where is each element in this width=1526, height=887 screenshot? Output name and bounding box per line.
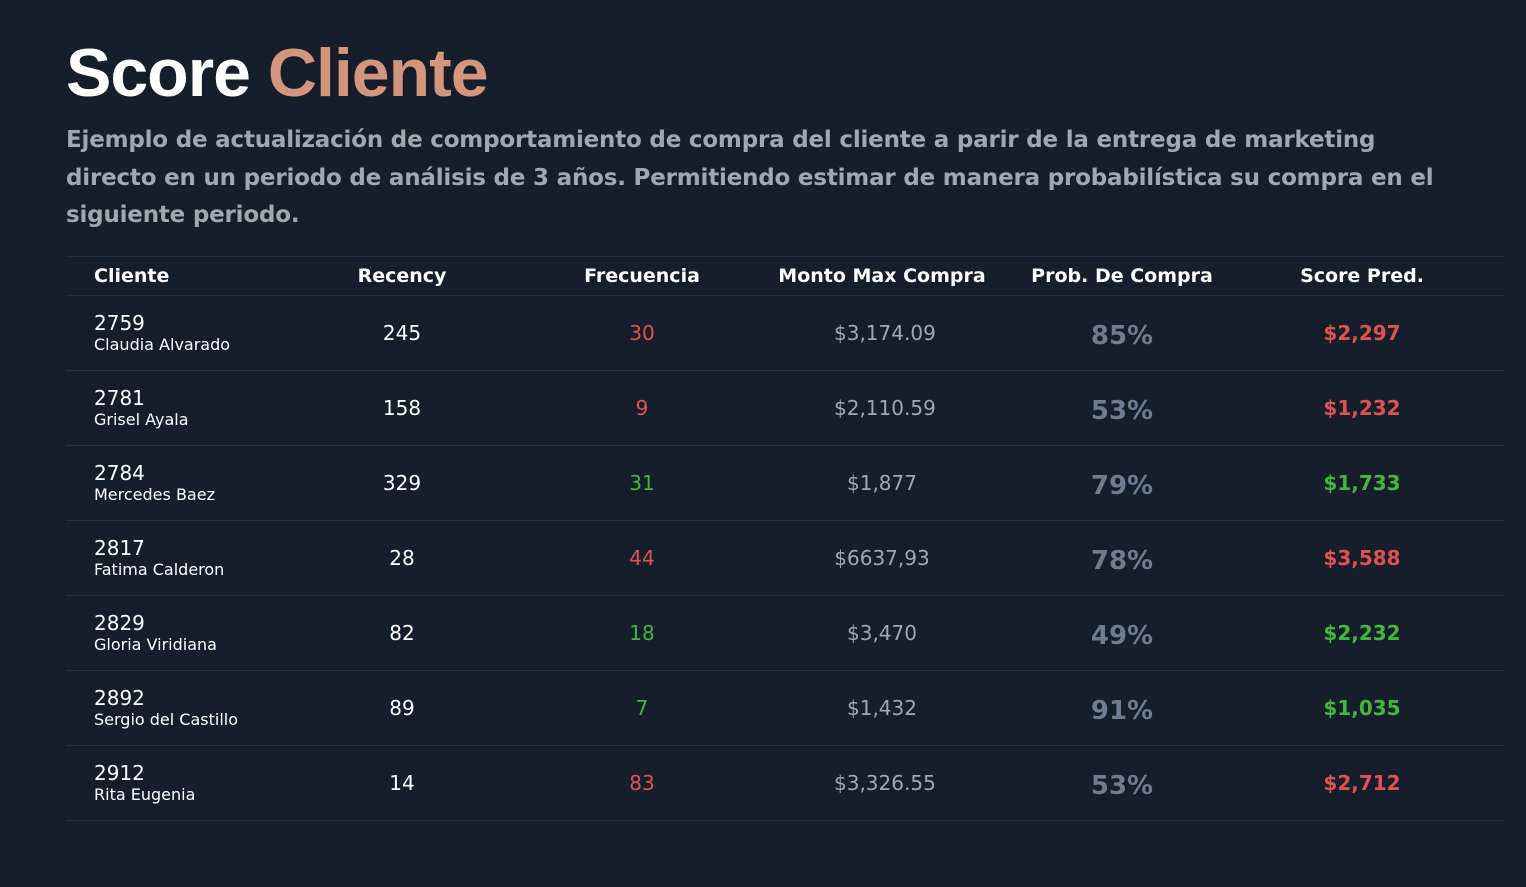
cliente-id: 2829 [94,611,145,635]
page-title: Score Cliente [66,0,1504,110]
score-value: $1,733 [1323,471,1401,495]
frecuencia-value: 30 [629,321,655,345]
page-title-part1: Score [66,35,251,111]
column-header-cliente[interactable]: Cliente [94,265,170,287]
score-value: $2,232 [1323,621,1401,645]
column-header-prob-label: Prob. De Compra [1031,265,1213,287]
cliente-name: Mercedes Baez [94,485,215,504]
column-header-score-label: Score Pred. [1300,265,1424,287]
recency-value: 89 [389,696,415,720]
column-header-frecuencia[interactable]: Frecuencia [450,265,834,287]
score-value: $3,588 [1323,546,1401,570]
cliente-name: Fatima Calderon [94,560,225,579]
score-value: $1,232 [1323,396,1401,420]
cliente-name: Gloria Viridiana [94,635,217,654]
table-row[interactable]: 2784 Mercedes Baez 329 31 $1,877 79% $1,733 [66,446,1504,521]
cliente-id: 2912 [94,761,145,785]
frecuencia-value: 31 [629,471,655,495]
frecuencia-value: 18 [629,621,655,645]
prob-value: 85% [1090,321,1154,351]
column-header-score[interactable]: Score Pred. [1300,265,1424,287]
recency-value: 28 [389,546,415,570]
frecuencia-value: 9 [635,396,649,420]
score-value: $1,035 [1323,696,1401,720]
monto-value: $3,174.09 [834,321,936,345]
prob-value: 49% [1090,621,1154,651]
monto-value: $3,470 [847,621,917,645]
page-subtitle: Ejemplo de actualización de comportamien… [66,127,1434,228]
cliente-id: 2784 [94,461,145,485]
frecuencia-value: 7 [635,696,649,720]
monto-value: $2,110.59 [834,396,936,420]
recency-value: 158 [382,396,422,420]
column-header-frecuencia-label: Frecuencia [584,265,700,287]
frecuencia-value: 83 [629,771,655,795]
table-body: 2759 Claudia Alvarado 245 30 $3,174.09 85% $2,… [66,296,1504,821]
table-row[interactable]: 2759 Claudia Alvarado 245 30 $3,174.09 85% $2,… [66,296,1504,371]
cliente-id: 2759 [94,311,145,335]
prob-value: 79% [1090,471,1154,501]
table-header-row: Cliente Recency Frecuencia Monto Max Com… [66,256,1504,296]
cliente-cell: 2912 Rita Eugenia [66,761,354,805]
cliente-name: Sergio del Castillo [94,710,239,729]
cliente-id: 2781 [94,386,145,410]
recency-value: 245 [382,321,422,345]
table-row[interactable]: 2829 Gloria Viridiana 82 18 $3,470 49% $2,232 [66,596,1504,671]
monto-value: $1,432 [847,696,917,720]
score-value: $2,297 [1323,321,1401,345]
monto-value: $6637,93 [834,546,930,570]
recency-value: 14 [389,771,415,795]
column-header-recency-label: Recency [357,265,447,287]
prob-value: 78% [1090,546,1154,576]
cliente-id: 2892 [94,686,145,710]
cliente-cell: 2759 Claudia Alvarado [66,311,354,355]
cliente-cell: 2829 Gloria Viridiana [66,611,354,655]
prob-value: 53% [1090,771,1154,801]
score-table: Cliente Recency Frecuencia Monto Max Com… [66,256,1504,821]
cliente-name: Rita Eugenia [94,785,196,804]
table-row[interactable]: 2817 Fatima Calderon 28 44 $6637,93 78% $3,588 [66,521,1504,596]
table-row[interactable]: 2892 Sergio del Castillo 89 7 $1,432 91% $1,03… [66,671,1504,746]
column-header-recency[interactable]: Recency [354,265,450,287]
column-header-monto[interactable]: Monto Max Compra [778,265,985,287]
table-row[interactable]: 2781 Grisel Ayala 158 9 $2,110.59 53% $1,232 [66,371,1504,446]
table-row[interactable]: 2912 Rita Eugenia 14 83 $3,326.55 53% $2,712 [66,746,1504,821]
column-header-monto-label: Monto Max Compra [778,265,986,287]
page-title-part2: Cliente [267,35,489,111]
cliente-cell: 2784 Mercedes Baez [66,461,354,505]
cliente-name: Grisel Ayala [94,410,189,429]
cliente-cell: 2892 Sergio del Castillo [66,686,354,730]
score-value: $2,712 [1323,771,1401,795]
cliente-cell: 2781 Grisel Ayala [66,386,354,430]
prob-value: 53% [1090,396,1154,426]
cliente-name: Claudia Alvarado [94,335,231,354]
monto-value: $3,326.55 [834,771,936,795]
cliente-id: 2817 [94,536,145,560]
prob-value: 91% [1090,696,1154,726]
cliente-cell: 2817 Fatima Calderon [66,536,354,580]
recency-value: 329 [382,471,422,495]
recency-value: 82 [389,621,415,645]
frecuencia-value: 44 [629,546,655,570]
monto-value: $1,877 [847,471,917,495]
column-header-prob[interactable]: Prob. De Compra [930,265,1314,287]
